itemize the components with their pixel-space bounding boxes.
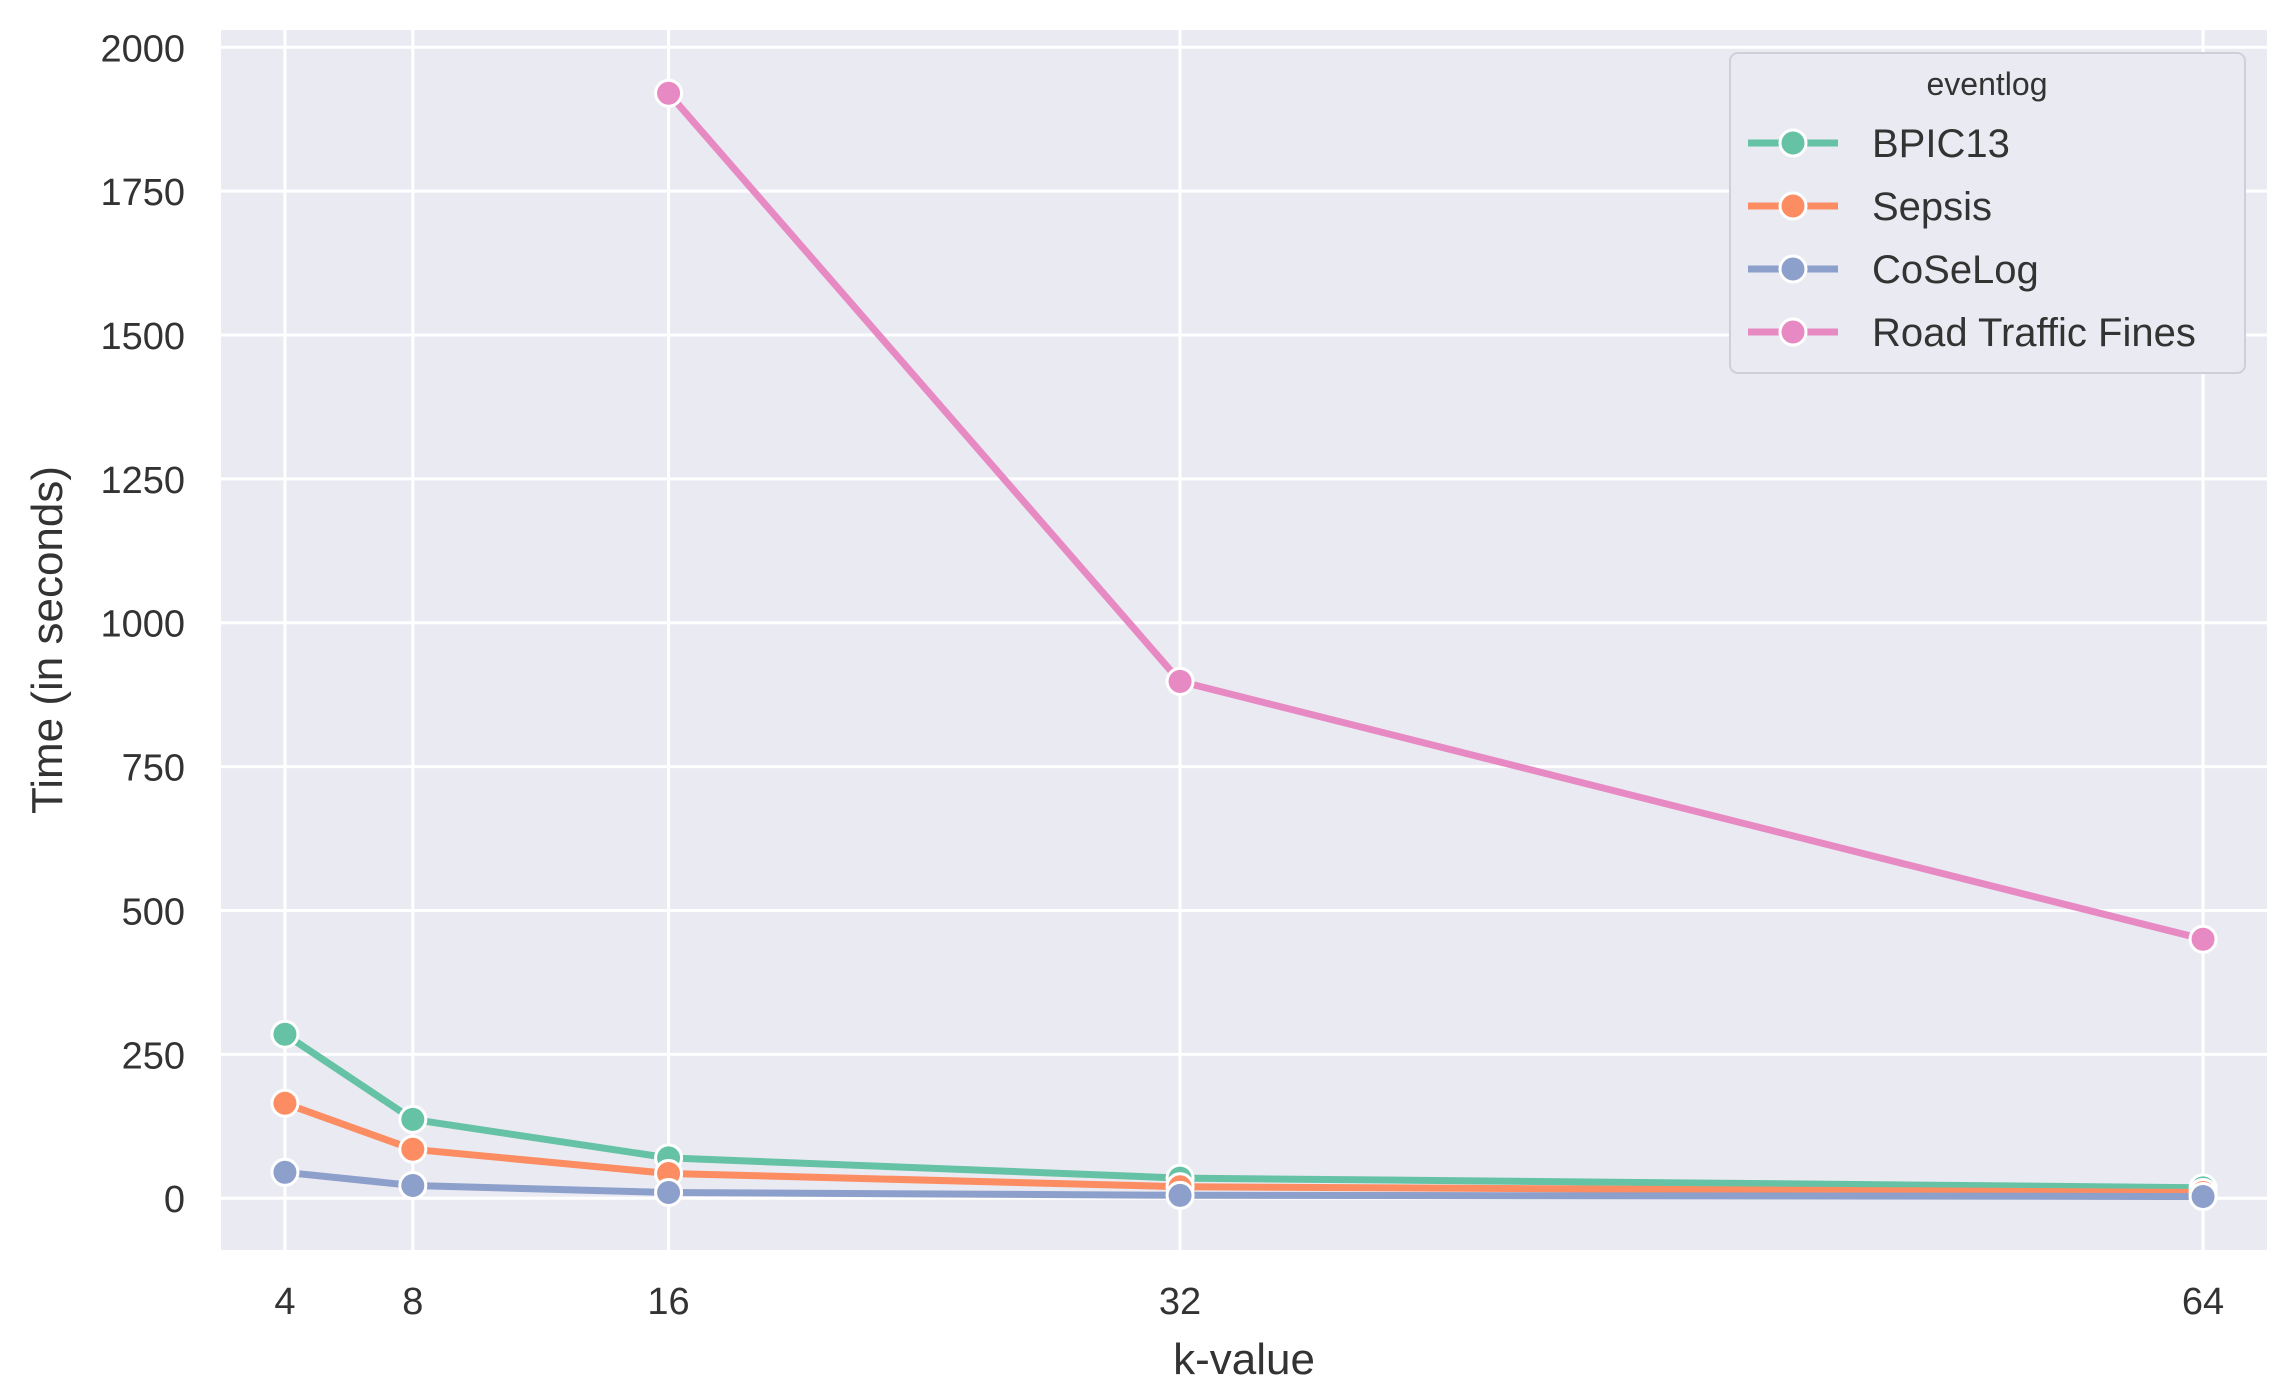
legend: eventlog BPIC13 Sepsis CoSeLog Road Traffic… xyxy=(1729,52,2246,374)
tick-labels: 0 250 500 750 1000 1250 1500 1750 2000 4 8 16 32 64 xyxy=(100,28,2224,1323)
y-tick-label: 1500 xyxy=(100,316,185,358)
legend-box xyxy=(1729,52,2246,374)
x-tick-label: 8 xyxy=(402,1281,423,1323)
y-axis-label: Time (in seconds) xyxy=(23,466,72,814)
data-point xyxy=(270,1019,300,1049)
data-point xyxy=(1165,1180,1195,1210)
legend-label: BPIC13 xyxy=(1872,122,2010,166)
data-point xyxy=(270,1088,300,1118)
legend-label: CoSeLog xyxy=(1872,248,2039,292)
x-axis-label: k-value xyxy=(1173,1335,1315,1384)
legend-marker xyxy=(1778,254,1808,284)
data-point xyxy=(654,78,684,108)
x-tick-label: 4 xyxy=(274,1281,295,1323)
legend-marker xyxy=(1778,128,1808,158)
y-tick-label: 2000 xyxy=(100,28,185,70)
y-tick-label: 250 xyxy=(122,1035,185,1077)
x-tick-label: 64 xyxy=(2182,1281,2224,1323)
legend-marker xyxy=(1778,317,1808,347)
data-point xyxy=(398,1104,428,1134)
x-tick-label: 32 xyxy=(1159,1281,1201,1323)
data-point xyxy=(398,1134,428,1164)
data-point xyxy=(2188,1181,2218,1211)
legend-label: Sepsis xyxy=(1872,185,1992,229)
y-tick-label: 750 xyxy=(122,748,185,790)
y-tick-label: 500 xyxy=(122,891,185,933)
x-tick-label: 16 xyxy=(647,1281,689,1323)
y-tick-label: 1750 xyxy=(100,172,185,214)
data-point xyxy=(654,1177,684,1207)
legend-marker xyxy=(1778,191,1808,221)
y-tick-label: 1250 xyxy=(100,460,185,502)
legend-label: Road Traffic Fines xyxy=(1872,311,2196,355)
y-tick-label: 1000 xyxy=(100,604,185,646)
data-point xyxy=(270,1157,300,1187)
data-point xyxy=(398,1171,428,1201)
data-point xyxy=(2188,924,2218,954)
series-markers xyxy=(270,78,2218,1211)
data-point xyxy=(1165,666,1195,696)
y-tick-label: 0 xyxy=(164,1179,185,1221)
legend-title: eventlog xyxy=(1927,66,2048,102)
